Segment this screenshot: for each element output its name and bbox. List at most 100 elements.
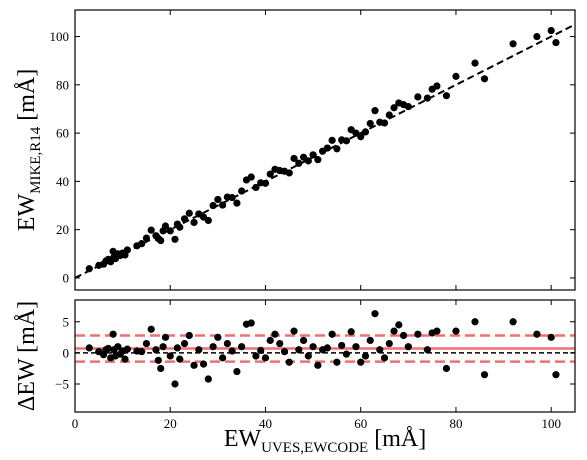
point xyxy=(209,343,217,351)
point xyxy=(304,157,312,165)
point xyxy=(552,38,560,47)
point xyxy=(333,358,341,366)
point xyxy=(171,380,179,388)
point xyxy=(509,318,517,326)
point xyxy=(285,358,293,366)
point xyxy=(185,209,193,217)
point xyxy=(142,234,151,242)
point xyxy=(228,347,236,355)
bottom-y-label: ΔEW [mÅ] xyxy=(14,301,40,411)
y-tick-label: 0 xyxy=(63,345,70,360)
point xyxy=(166,227,174,235)
point xyxy=(204,375,212,383)
point xyxy=(323,144,331,152)
x-tick-label: 60 xyxy=(354,416,367,431)
point xyxy=(219,201,227,209)
point xyxy=(104,344,112,353)
point xyxy=(290,154,298,163)
point xyxy=(138,240,146,248)
point xyxy=(266,336,274,345)
point xyxy=(509,40,517,48)
point xyxy=(157,364,165,373)
point xyxy=(371,310,379,318)
point xyxy=(552,371,560,379)
top-y-label: EWMIKE,R14 [mÅ] xyxy=(14,69,44,231)
point xyxy=(299,336,308,345)
point xyxy=(252,183,260,192)
point xyxy=(214,333,222,341)
point xyxy=(154,356,162,364)
point xyxy=(233,199,241,207)
label-sub: MIKE,R14 xyxy=(28,126,44,194)
point xyxy=(309,151,317,159)
point xyxy=(380,354,389,362)
point xyxy=(138,348,146,356)
x-label: EWUVES,EWCODE [mÅ] xyxy=(224,426,426,456)
point xyxy=(414,93,422,101)
point xyxy=(480,371,489,379)
label-unit: [mÅ] xyxy=(374,426,426,452)
point xyxy=(547,333,555,341)
point xyxy=(190,361,198,369)
point xyxy=(342,350,351,358)
point xyxy=(247,173,255,181)
point xyxy=(142,339,151,348)
point xyxy=(166,352,174,360)
point xyxy=(285,169,293,177)
point xyxy=(333,145,341,153)
point xyxy=(533,32,541,41)
point xyxy=(357,133,365,141)
point xyxy=(161,333,170,341)
point xyxy=(204,216,212,225)
y-tick-label: 60 xyxy=(56,126,69,141)
point xyxy=(266,170,274,178)
point xyxy=(290,327,298,335)
point xyxy=(271,330,279,338)
point xyxy=(252,352,260,360)
point xyxy=(295,346,303,354)
y-tick-label: 20 xyxy=(56,222,69,237)
point xyxy=(414,330,422,338)
point xyxy=(176,223,184,231)
point xyxy=(404,343,412,351)
point xyxy=(423,94,431,102)
point xyxy=(190,218,198,227)
point xyxy=(423,346,431,354)
plot-frame xyxy=(74,299,576,413)
point xyxy=(314,156,322,164)
point xyxy=(352,343,360,351)
point xyxy=(547,26,555,35)
point xyxy=(247,319,255,327)
point xyxy=(176,355,184,363)
point xyxy=(185,331,193,340)
point xyxy=(195,346,203,354)
point xyxy=(238,343,246,351)
point xyxy=(328,136,336,144)
point xyxy=(357,358,365,366)
point xyxy=(295,159,303,167)
point xyxy=(157,236,165,245)
point xyxy=(209,201,217,210)
y-tick-label: 0 xyxy=(63,270,70,285)
y-tick-label: 5 xyxy=(63,314,70,329)
point xyxy=(390,104,398,112)
point xyxy=(380,119,389,127)
y-tick-label: 80 xyxy=(56,77,69,92)
point xyxy=(385,111,393,119)
point xyxy=(173,344,181,352)
point xyxy=(147,325,155,333)
x-tick-label: 0 xyxy=(72,416,79,431)
point xyxy=(328,330,336,338)
label-unit: [mÅ] xyxy=(14,69,40,121)
point xyxy=(395,321,403,329)
point xyxy=(121,355,129,363)
point xyxy=(233,367,241,376)
label-main: EW xyxy=(14,194,40,232)
point xyxy=(214,195,222,204)
point xyxy=(199,360,208,368)
point xyxy=(114,343,122,351)
point xyxy=(452,327,460,335)
point xyxy=(219,354,227,362)
point xyxy=(314,361,322,369)
